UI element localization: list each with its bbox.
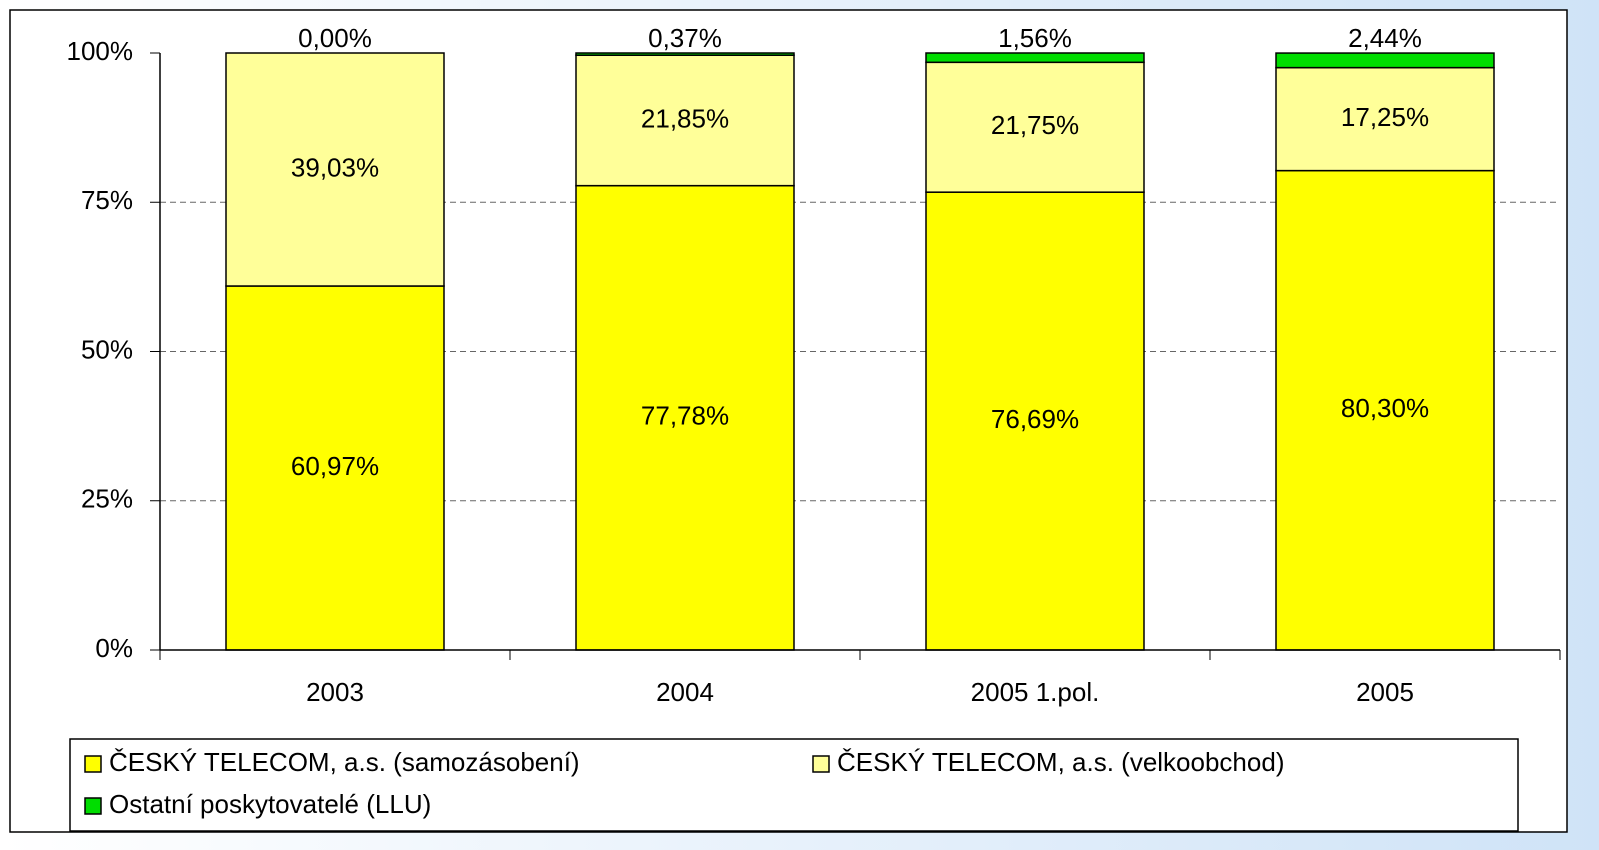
bar-segment [225,285,445,651]
data-label: 60,97% [291,451,379,481]
y-tick-label: 50% [81,334,133,364]
data-label: 39,03% [291,152,379,182]
bar-segment [575,54,795,187]
bar-segment [225,52,445,287]
y-tick-label: 75% [81,185,133,215]
bar-segment [1275,52,1495,69]
legend-box [69,738,1519,832]
bar-segment [925,52,1145,64]
x-tick-label: 2004 [656,677,714,707]
data-label: 76,69% [991,404,1079,434]
legend-label: ČESKÝ TELECOM, a.s. (velkoobchod) [837,747,1284,777]
data-label: 2,44% [1348,23,1422,53]
x-tick-label: 2003 [306,677,364,707]
data-label: 0,37% [648,23,722,53]
legend-swatch [812,755,830,773]
bar-segment [1275,66,1495,172]
legend-swatch [84,797,102,815]
data-label: 0,00% [298,23,372,53]
x-tick-label: 2005 [1356,677,1414,707]
legend-swatch [84,755,102,773]
y-tick-label: 25% [81,484,133,514]
y-tick-label: 0% [95,633,133,663]
legend-label: Ostatní poskytovatelé (LLU) [109,789,431,819]
x-tick-label: 2005 1.pol. [971,677,1100,707]
data-label: 21,85% [641,103,729,133]
data-label: 80,30% [1341,393,1429,423]
bar-segment [925,61,1145,193]
bar-segment [1275,169,1495,651]
data-label: 17,25% [1341,102,1429,132]
bar-segment [575,52,795,56]
bar-segment [575,184,795,651]
legend-label: ČESKÝ TELECOM, a.s. (samozásobení) [109,747,580,777]
y-tick-label: 100% [67,36,134,66]
data-label: 21,75% [991,110,1079,140]
data-label: 77,78% [641,401,729,431]
data-label: 1,56% [998,23,1072,53]
